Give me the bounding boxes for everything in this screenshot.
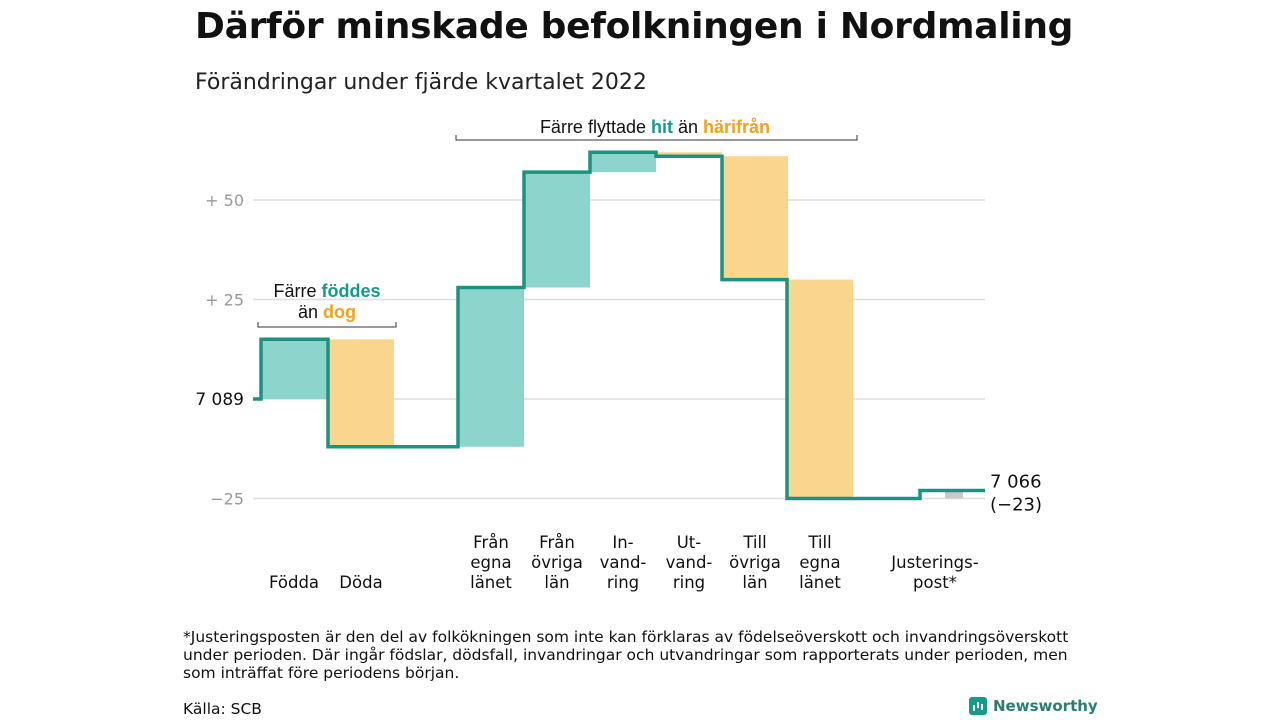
- brand[interactable]: Newsworthy: [969, 697, 1098, 715]
- waterfall-bar: [945, 490, 963, 499]
- annotation-births-line1: Färre föddes: [273, 281, 380, 301]
- waterfall-bar: [524, 172, 590, 288]
- waterfall-bar: [328, 339, 394, 447]
- category-label: övriga: [531, 553, 583, 572]
- category-label: Från: [539, 533, 575, 552]
- y-tick-label: −25: [210, 490, 244, 509]
- category-label: vand-: [666, 553, 713, 572]
- footnote: *Justeringsposten är den del av folkökni…: [183, 628, 1069, 682]
- category-label: Justerings-: [890, 553, 978, 572]
- category-label: egna: [470, 553, 511, 572]
- waterfall-bar: [261, 339, 327, 399]
- category-label: Från: [473, 533, 509, 552]
- waterfall-bar: [590, 152, 656, 173]
- waterfall-bar: [656, 152, 722, 157]
- chart-title: Därför minskade befolkningen i Nordmalin…: [195, 6, 1074, 47]
- annotation-moves-bracket: [455, 135, 858, 141]
- category-label: post*: [913, 573, 957, 592]
- category-label: Till: [742, 533, 766, 552]
- annotation-births-line2: än dog: [298, 302, 356, 322]
- category-label: Födda: [269, 573, 319, 592]
- y-tick-label: + 50: [205, 191, 244, 210]
- category-label: egna: [799, 553, 840, 572]
- category-label: län: [544, 573, 569, 592]
- category-label: länet: [799, 573, 841, 592]
- annotation-births-bracket: [257, 322, 397, 328]
- category-label: Till: [807, 533, 831, 552]
- brand-name: Newsworthy: [993, 697, 1098, 715]
- start-value-label: 7 089: [195, 390, 244, 410]
- category-label: vand-: [600, 553, 647, 572]
- waterfall-bar: [722, 156, 788, 280]
- category-label: Ut-: [677, 533, 702, 552]
- annotation-moves: Färre flyttade hit än härifrån: [540, 117, 770, 137]
- waterfall-bar: [458, 287, 524, 447]
- category-label: län: [742, 573, 767, 592]
- category-label: övriga: [729, 553, 781, 572]
- end-value-label: 7 066: [990, 472, 1042, 493]
- waterfall-bar: [787, 279, 853, 499]
- source-note: Källa: SCB: [183, 700, 262, 718]
- category-label: länet: [470, 573, 512, 592]
- newsworthy-logo-icon: [969, 697, 987, 715]
- category-label: ring: [673, 573, 705, 592]
- end-change-label: (−23): [990, 495, 1042, 516]
- category-label: Döda: [339, 573, 382, 592]
- y-tick-label: + 25: [205, 291, 244, 310]
- total-step-line: [253, 150, 985, 501]
- category-label: ring: [607, 573, 639, 592]
- chart-subtitle: Förändringar under fjärde kvartalet 2022: [195, 70, 647, 95]
- category-label: In-: [612, 533, 633, 552]
